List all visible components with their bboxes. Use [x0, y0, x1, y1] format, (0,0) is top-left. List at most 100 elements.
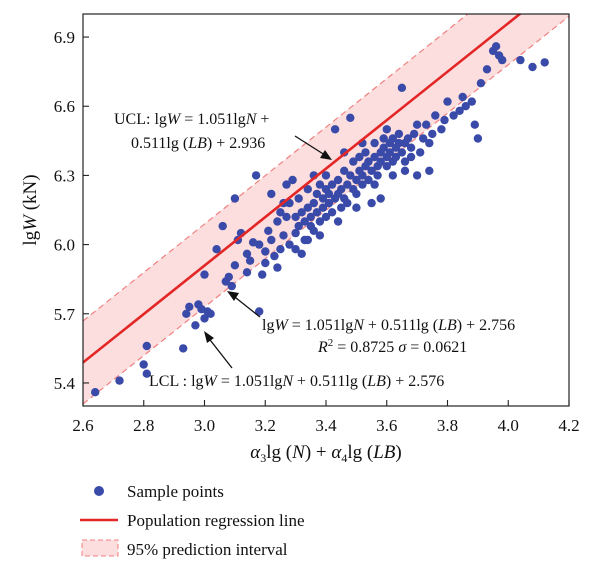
sample-point — [428, 129, 437, 139]
sample-point — [394, 129, 404, 139]
sample-point — [291, 212, 300, 222]
sample-point — [370, 180, 379, 189]
sample-point — [270, 251, 279, 261]
sample-point — [303, 235, 312, 245]
ucl-label-line1: UCL: lgW = 1.051lgN + — [114, 111, 269, 128]
sample-point — [352, 175, 361, 185]
sample-point — [261, 258, 270, 268]
x-tick-label: 3.0 — [194, 416, 215, 435]
sample-point — [337, 185, 346, 194]
sample-point — [352, 203, 361, 212]
sample-point — [200, 270, 209, 279]
sample-point — [200, 314, 209, 323]
sample-point — [461, 102, 470, 111]
sample-point — [482, 65, 492, 74]
sample-point — [324, 198, 334, 208]
sample-point — [397, 83, 407, 93]
x-tick-label: 3.4 — [315, 416, 337, 435]
regression-line-layer — [83, 14, 522, 364]
sample-point — [255, 307, 264, 316]
sample-point — [282, 212, 291, 222]
sample-point — [300, 217, 309, 226]
lcl-label-line1: LCL : lgW = 1.051lgN + 0.511lg (LB) + 2.… — [149, 373, 444, 390]
y-tick-label: 6.0 — [54, 236, 75, 255]
sample-point — [343, 180, 352, 189]
sample-point — [498, 55, 507, 65]
sample-point — [340, 166, 349, 175]
regression-label-line1: lgW = 1.051lgN + 0.511lg (LB) + 2.756 — [262, 317, 515, 334]
sample-point — [416, 148, 425, 157]
sample-point — [379, 143, 388, 152]
sample-point — [312, 208, 322, 217]
x-tick-label: 3.2 — [255, 416, 276, 435]
sample-point — [318, 203, 328, 212]
sample-points-layer — [91, 42, 549, 397]
sample-point — [294, 221, 303, 231]
sample-point — [349, 157, 358, 166]
sample-point — [315, 180, 325, 189]
sample-point — [261, 247, 270, 256]
sample-point — [403, 134, 413, 143]
x-tick-label: 3.6 — [376, 416, 397, 435]
sample-point — [303, 203, 312, 212]
sample-point — [337, 203, 346, 212]
sample-point — [422, 120, 431, 129]
x-tick-label: 2.6 — [72, 416, 93, 435]
legend-sample-points-swatch — [94, 486, 104, 496]
sample-point — [346, 113, 355, 123]
sample-point — [400, 166, 410, 175]
sample-point — [276, 245, 285, 254]
legend: Sample points Population regression line… — [80, 482, 305, 559]
sample-point — [191, 321, 200, 330]
sample-point — [218, 221, 227, 231]
y-tick-label: 6.9 — [54, 28, 75, 47]
sample-point — [273, 263, 282, 272]
sample-point — [267, 189, 276, 199]
sample-point — [179, 344, 188, 353]
sample-point — [224, 272, 233, 282]
sample-point — [91, 388, 100, 397]
sample-point — [288, 175, 297, 185]
sample-point — [324, 189, 334, 199]
sample-point — [437, 125, 446, 134]
sample-point — [267, 235, 276, 245]
sample-point — [476, 79, 486, 88]
y-tick-label: 5.4 — [54, 374, 76, 393]
sample-point — [297, 249, 306, 258]
sample-point — [385, 148, 394, 157]
sample-point — [373, 171, 382, 180]
sample-point — [361, 148, 370, 157]
sample-point — [364, 175, 373, 185]
sample-point — [352, 189, 361, 199]
sample-point — [412, 120, 422, 129]
sample-point — [333, 175, 343, 185]
sample-point — [394, 138, 404, 148]
sample-point — [406, 143, 416, 152]
sample-point — [309, 198, 318, 208]
sample-point — [376, 157, 385, 166]
legend-prediction-interval-swatch — [81, 539, 119, 557]
sample-point — [364, 157, 373, 166]
ucl-arrow — [294, 135, 329, 158]
legend-sample-points-label: Sample points — [127, 482, 224, 501]
sample-point — [382, 162, 391, 171]
sample-point — [412, 171, 422, 180]
sample-point — [282, 180, 291, 189]
sample-point — [370, 152, 379, 162]
sample-point — [230, 194, 240, 203]
regression-annotation: lgW = 1.051lgN + 0.511lg (LB) + 2.756 R2… — [227, 291, 515, 356]
sample-point — [516, 55, 525, 65]
sample-point — [455, 106, 464, 116]
sample-point — [242, 268, 252, 277]
x-tick-label: 4.2 — [558, 416, 579, 435]
sample-point — [367, 198, 376, 208]
sample-point — [346, 171, 355, 180]
sample-point — [388, 171, 397, 180]
sample-point — [306, 212, 315, 222]
lcl-annotation: LCL : lgW = 1.051lgN + 0.511lg (LB) + 2.… — [149, 331, 444, 390]
sample-point — [230, 261, 240, 270]
sample-point — [397, 148, 407, 157]
regression-arrowhead — [227, 291, 239, 301]
sample-point — [142, 341, 151, 351]
ucl-annotation: UCL: lgW = 1.051lgN + 0.511lg (LB) + 2.9… — [114, 111, 332, 160]
